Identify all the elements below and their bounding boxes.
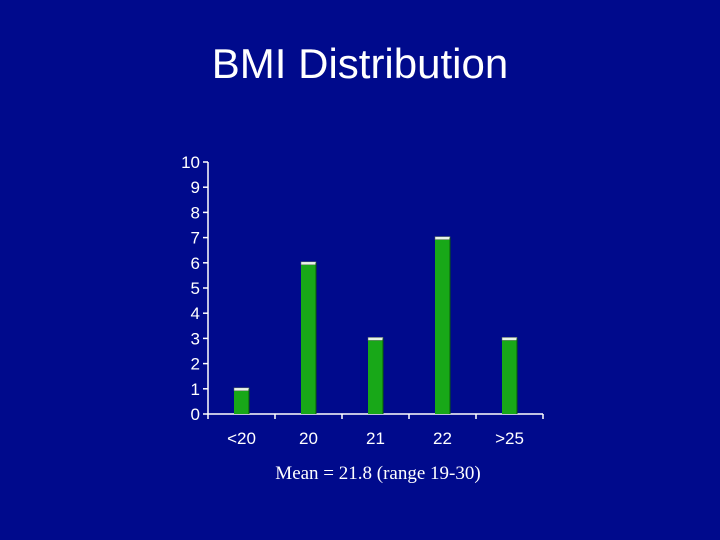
bar-top-edge xyxy=(367,337,384,341)
bar xyxy=(502,338,517,414)
x-tick-label: 22 xyxy=(433,429,452,448)
bar-1 xyxy=(300,261,317,414)
bar-top-edge xyxy=(434,236,451,240)
y-tick-label: 4 xyxy=(191,304,200,323)
bar xyxy=(234,388,249,414)
bar xyxy=(435,237,450,414)
y-tick-label: 9 xyxy=(191,178,200,197)
y-axis: 0 1 2 3 4 5 6 7 8 9 10 xyxy=(181,153,209,424)
bar xyxy=(301,262,316,414)
x-axis: <20 20 21 22 >25 xyxy=(207,413,544,448)
y-tick-label: 5 xyxy=(191,279,200,298)
bar-top-edge xyxy=(501,337,518,341)
bar-top-edge xyxy=(233,387,250,392)
x-tick-label: >25 xyxy=(495,429,524,448)
slide-title: BMI Distribution xyxy=(211,40,509,87)
bar-4 xyxy=(501,337,518,414)
bar-2 xyxy=(367,337,384,414)
y-tick-label: 2 xyxy=(191,355,200,374)
x-tick-label: <20 xyxy=(227,429,256,448)
y-tick-label: 10 xyxy=(181,153,200,172)
bar xyxy=(368,338,383,414)
y-tick-label: 1 xyxy=(191,380,200,399)
y-tick-label: 3 xyxy=(191,329,200,348)
bar-top-edge xyxy=(300,261,317,266)
x-tick-label: 21 xyxy=(366,429,385,448)
x-tick-label: 20 xyxy=(299,429,318,448)
y-tick-label: 7 xyxy=(191,229,200,248)
bar-0 xyxy=(233,387,250,414)
mean-caption: Mean = 21.8 (range 19-30) xyxy=(275,463,481,484)
bar-3 xyxy=(434,236,451,414)
y-tick-label: 8 xyxy=(191,203,200,222)
bars xyxy=(233,236,518,414)
y-tick-label: 0 xyxy=(191,405,200,424)
y-tick-label: 6 xyxy=(191,254,200,273)
